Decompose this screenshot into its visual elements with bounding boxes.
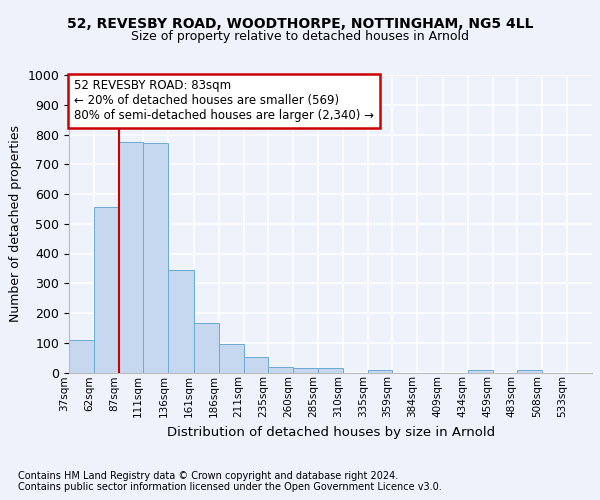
Bar [69, 340, 94, 372]
Bar [467, 370, 493, 372]
Text: Contains HM Land Registry data © Crown copyright and database right 2024.: Contains HM Land Registry data © Crown c… [18, 471, 398, 481]
Bar [293, 368, 318, 372]
Bar [368, 370, 392, 372]
Bar [94, 208, 119, 372]
Bar [169, 270, 194, 372]
Bar [318, 368, 343, 372]
Bar [268, 367, 293, 372]
Text: 52 REVESBY ROAD: 83sqm
← 20% of detached houses are smaller (569)
80% of semi-de: 52 REVESBY ROAD: 83sqm ← 20% of detached… [74, 80, 374, 122]
Y-axis label: Number of detached properties: Number of detached properties [9, 125, 22, 322]
Text: Size of property relative to detached houses in Arnold: Size of property relative to detached ho… [131, 30, 469, 43]
Bar [517, 370, 542, 372]
Text: Contains public sector information licensed under the Open Government Licence v3: Contains public sector information licen… [18, 482, 442, 492]
Bar [194, 324, 218, 372]
Bar [218, 344, 244, 372]
Text: 52, REVESBY ROAD, WOODTHORPE, NOTTINGHAM, NG5 4LL: 52, REVESBY ROAD, WOODTHORPE, NOTTINGHAM… [67, 18, 533, 32]
Bar [244, 357, 268, 372]
Bar [119, 142, 143, 372]
Bar [143, 144, 169, 372]
X-axis label: Distribution of detached houses by size in Arnold: Distribution of detached houses by size … [167, 426, 494, 438]
